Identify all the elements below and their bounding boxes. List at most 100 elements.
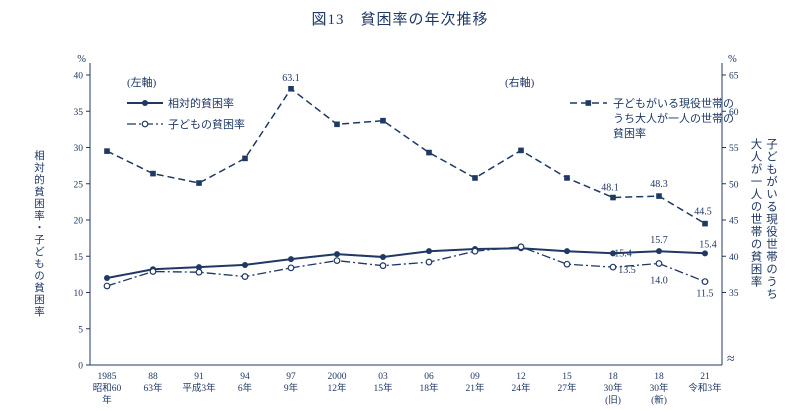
right-tick-label: 55 [729, 144, 739, 154]
marker-open-circle [609, 263, 617, 271]
series-relative-poverty-line [106, 247, 706, 279]
marker-filled-square [518, 147, 524, 154]
x-tick-label: 88 [148, 372, 158, 382]
x-tick-label: 24年 [511, 382, 531, 394]
left-tick-label: 15 [74, 253, 84, 263]
axes [89, 63, 723, 366]
x-tick-label: 昭和60 [93, 383, 122, 394]
axis-ticks: 0 5 10 15 20 25 30 35 40 35 40 45 50 55 60 65% % ≈ [74, 54, 739, 372]
marker-filled-square [702, 220, 708, 227]
marker-open-circle [655, 260, 663, 267]
x-tick-label: 97 [286, 372, 296, 382]
right-tick-label: 50 [729, 180, 739, 190]
legend-marker-relative-poverty [142, 100, 148, 106]
series-child-poverty [103, 243, 709, 290]
x-tick-label: 1985 [98, 372, 117, 382]
marker-filled-square [656, 193, 662, 199]
x-tick-label: 令和3年 [688, 382, 722, 394]
x-tick-label: 9年 [284, 382, 299, 394]
marker-filled-square [610, 194, 616, 201]
marker-filled-circle [426, 248, 432, 255]
marker-filled-square [196, 180, 202, 186]
marker-open-circle [149, 268, 157, 275]
data-label: 15.4 [614, 248, 632, 259]
marker-open-circle [287, 264, 295, 272]
x-tick-label: 27年 [557, 382, 577, 394]
marker-filled-square [380, 117, 386, 124]
x-tick-label: 30年 [603, 382, 623, 394]
left-tick-label: 30 [74, 144, 84, 154]
legend-label-child-poverty: 子どもの貧困率 [168, 117, 245, 131]
x-tick-label: 91 [194, 372, 204, 382]
x-tick-label: 94 [240, 372, 250, 382]
right-axis-unit: % [728, 54, 737, 65]
legend-marker-single-parent [585, 100, 592, 106]
marker-filled-square [242, 155, 248, 162]
marker-filled-circle [104, 275, 110, 281]
marker-open-circle [241, 273, 249, 280]
legend-right-axis-label: (右軸) [505, 75, 535, 89]
marker-filled-circle [656, 248, 662, 255]
right-tick-label: 60 [729, 108, 739, 118]
data-label: 63.1 [282, 73, 300, 84]
right-tick-label: 35 [729, 289, 739, 299]
marker-filled-square [288, 85, 294, 92]
marker-filled-circle [242, 261, 248, 268]
marker-filled-square [150, 170, 156, 177]
data-label: 48.3 [650, 179, 668, 190]
x-tick-label: 年 [102, 394, 112, 406]
marker-open-circle [333, 257, 341, 265]
x-tick-label: 15 [562, 372, 572, 382]
marker-open-circle [517, 243, 525, 251]
data-label: 14.0 [650, 276, 668, 287]
data-label: 44.5 [694, 207, 712, 218]
x-tick-label: 2000 [328, 372, 347, 382]
marker-open-circle [563, 260, 571, 268]
left-tick-label: 25 [74, 180, 84, 190]
left-tick-label: 40 [74, 72, 84, 82]
marker-filled-circle [702, 250, 708, 257]
x-tick-label: 03 [378, 372, 388, 382]
x-tick-label: 18年 [419, 382, 439, 394]
marker-filled-square [472, 175, 478, 181]
x-tick-label: 63年 [143, 382, 163, 394]
marker-filled-circle [564, 248, 570, 255]
right-tick-label: 65 [729, 72, 739, 82]
marker-open-circle [379, 262, 387, 270]
right-tick-label: 45 [729, 217, 739, 227]
marker-open-circle [103, 282, 111, 290]
left-axis-unit: % [77, 54, 86, 65]
legend-label-relative-poverty: 相対的貧困率 [168, 96, 234, 110]
x-tick-label: 6年 [238, 382, 253, 394]
marker-filled-square [564, 175, 570, 181]
marker-filled-square [104, 148, 110, 154]
marker-filled-circle [334, 251, 340, 258]
x-tick-label: 30年 [649, 382, 669, 394]
x-tick-label: (新) [651, 394, 667, 406]
x-tick-label: 18 [654, 372, 664, 382]
legend-left-axis-label: (左軸) [127, 75, 157, 89]
data-label: 48.1 [601, 183, 619, 194]
marker-filled-circle [196, 264, 202, 271]
marker-open-circle [471, 247, 479, 255]
left-tick-label: 20 [74, 217, 84, 227]
data-label: 13.5 [618, 265, 636, 276]
right-axis-title: 子どもがいる現役世帯のうち大人が一人の世帯の貧困率 [749, 138, 777, 301]
series-single-parent-household [104, 85, 708, 227]
marker-filled-circle [288, 256, 294, 263]
x-tick-label: 12年 [327, 382, 347, 394]
chart-title: 図13 貧困率の年次推移 [311, 12, 489, 28]
data-label: 11.5 [696, 289, 713, 300]
x-tick-label: 15年 [373, 382, 393, 394]
x-tick-label: 21年 [465, 382, 485, 394]
x-tick-label: 平成3年 [182, 382, 216, 394]
marker-open-circle [425, 258, 433, 266]
marker-filled-circle [380, 253, 386, 260]
x-tick-label: 18 [608, 372, 618, 382]
x-tick-label: 06 [424, 372, 434, 382]
legend-label-single-parent: うち大人が一人の世帯の [613, 111, 734, 125]
